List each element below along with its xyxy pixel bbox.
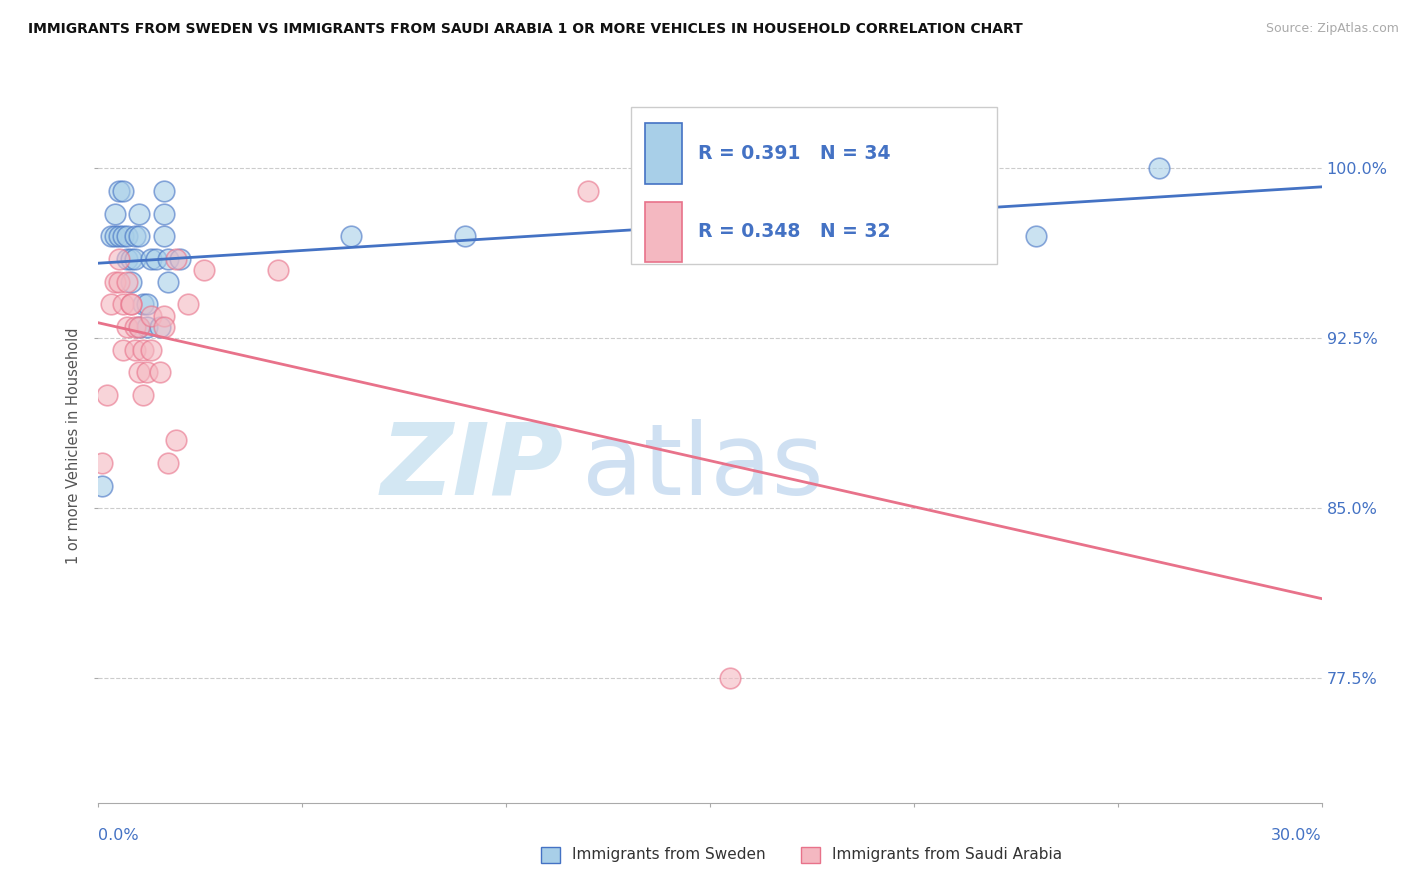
Point (91, 456, 114, 470)
Text: Immigrants from Sweden: Immigrants from Sweden (571, 847, 765, 862)
Point (104, 207, 127, 221)
Point (132, 343, 155, 357)
Point (120, 297, 142, 311)
Text: R = 0.391   N = 34: R = 0.391 N = 34 (697, 144, 890, 163)
Text: atlas: atlas (582, 419, 824, 516)
Point (96, 388, 118, 402)
Point (720, 671, 742, 685)
Point (690, 229, 713, 244)
Point (108, 275, 131, 289)
Point (115, 229, 138, 244)
Point (136, 365, 159, 379)
Point (1025, 229, 1047, 244)
Point (124, 343, 146, 357)
Point (149, 320, 172, 334)
Text: ZIP: ZIP (380, 419, 564, 516)
Point (91, 478, 114, 492)
Point (115, 320, 138, 334)
Point (111, 343, 134, 357)
Point (152, 207, 174, 221)
Point (132, 388, 155, 402)
Point (169, 252, 191, 266)
Y-axis label: 1 or more Vehicles in Household: 1 or more Vehicles in Household (66, 327, 82, 565)
Point (156, 275, 179, 289)
Point (165, 252, 187, 266)
Point (111, 297, 134, 311)
Point (108, 229, 131, 244)
Point (124, 320, 146, 334)
Point (100, 297, 122, 311)
Point (104, 229, 127, 244)
Text: R = 0.348   N = 32: R = 0.348 N = 32 (697, 222, 890, 242)
Point (193, 263, 215, 277)
Point (124, 229, 146, 244)
Point (128, 320, 150, 334)
Text: IMMIGRANTS FROM SWEDEN VS IMMIGRANTS FROM SAUDI ARABIA 1 OR MORE VEHICLES IN HOU: IMMIGRANTS FROM SWEDEN VS IMMIGRANTS FRO… (28, 22, 1024, 37)
Point (120, 275, 142, 289)
Text: 30.0%: 30.0% (1271, 828, 1322, 843)
Point (165, 434, 187, 448)
Point (152, 184, 174, 198)
Point (108, 184, 131, 198)
Point (108, 252, 131, 266)
Point (128, 365, 150, 379)
Point (136, 297, 159, 311)
Point (141, 252, 163, 266)
Point (104, 275, 127, 289)
Point (124, 252, 146, 266)
Bar (645, 202, 682, 262)
Point (120, 252, 142, 266)
Text: Immigrants from Saudi Arabia: Immigrants from Saudi Arabia (831, 847, 1062, 862)
Point (149, 365, 172, 379)
Point (115, 275, 138, 289)
Point (128, 229, 150, 244)
Text: 0.0%: 0.0% (98, 828, 139, 843)
Point (156, 252, 179, 266)
Point (141, 309, 163, 323)
Point (1147, 161, 1170, 176)
Point (120, 297, 142, 311)
Point (145, 252, 167, 266)
Point (128, 207, 150, 221)
Point (132, 297, 155, 311)
Point (454, 229, 477, 244)
Point (340, 229, 363, 244)
Point (111, 229, 134, 244)
Point (128, 320, 150, 334)
Point (177, 297, 200, 311)
Bar (645, 123, 682, 184)
Point (152, 229, 174, 244)
Point (141, 343, 163, 357)
Point (267, 263, 290, 277)
FancyBboxPatch shape (630, 107, 997, 264)
Point (576, 184, 599, 198)
Point (136, 320, 159, 334)
Point (156, 456, 179, 470)
Text: Source: ZipAtlas.com: Source: ZipAtlas.com (1265, 22, 1399, 36)
Point (115, 252, 138, 266)
Point (152, 309, 174, 323)
Point (111, 184, 134, 198)
Point (152, 320, 174, 334)
Point (100, 229, 122, 244)
